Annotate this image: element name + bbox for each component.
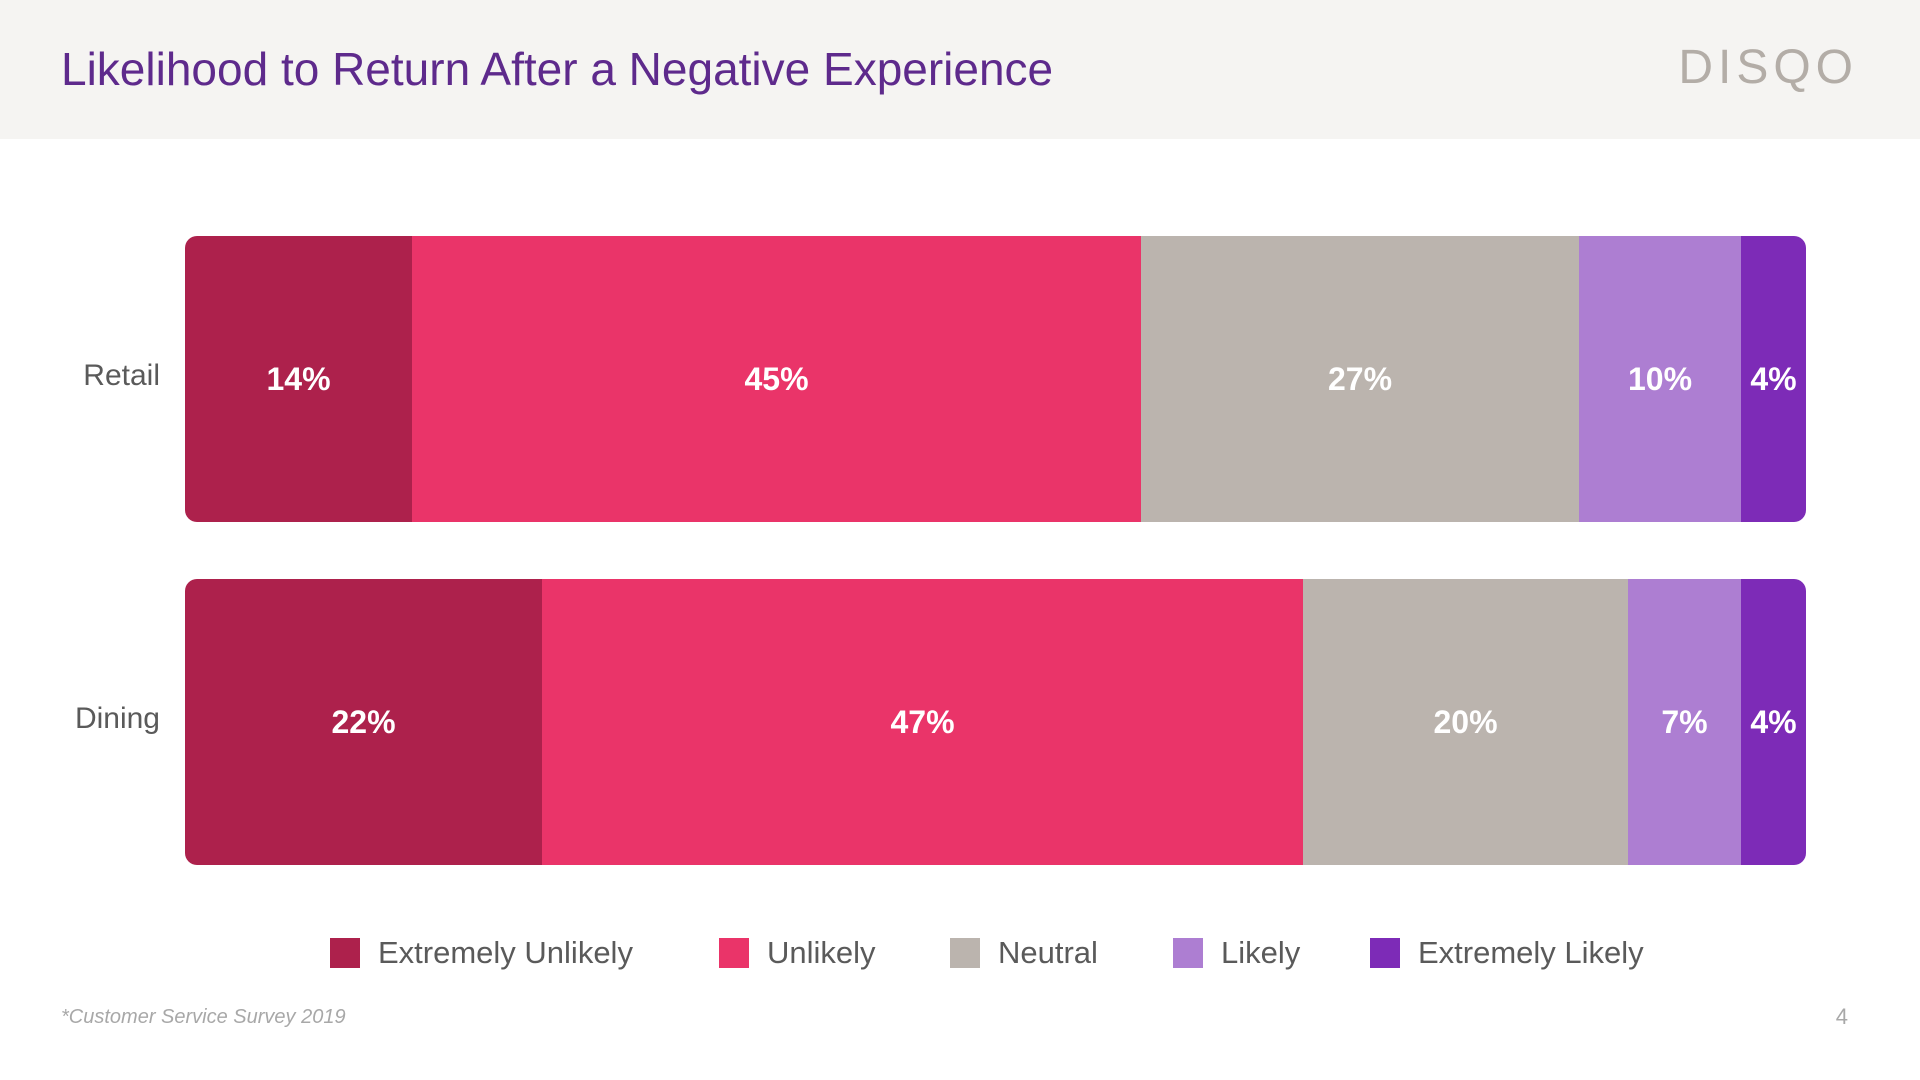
legend-label: Likely xyxy=(1221,935,1301,970)
data-label: 14% xyxy=(266,360,331,397)
bar-row-retail: 14% 45% 27% 10% 4% xyxy=(185,236,1806,522)
legend-item-unlikely: Unlikely xyxy=(719,933,876,973)
bar-segment-retail-extremely-likely: 4% xyxy=(1741,236,1806,522)
bar-segment-dining-neutral: 20% xyxy=(1303,579,1628,865)
data-label: 45% xyxy=(744,360,809,397)
source-footnote: *Customer Service Survey 2019 xyxy=(61,1006,346,1028)
category-label-retail: Retail xyxy=(83,359,160,392)
bar-segment-dining-unlikely: 47% xyxy=(542,579,1303,865)
legend-label: Neutral xyxy=(998,935,1098,970)
bar-segment-retail-extremely-unlikely: 14% xyxy=(185,236,412,522)
legend-label: Extremely Unlikely xyxy=(378,935,633,970)
header-bar: Likelihood to Return After a Negative Ex… xyxy=(0,0,1920,139)
bar-segment-dining-likely: 7% xyxy=(1628,579,1741,865)
legend-swatch xyxy=(1370,938,1400,968)
data-label: 10% xyxy=(1627,360,1693,397)
data-label: 47% xyxy=(890,703,955,740)
page-title: Likelihood to Return After a Negative Ex… xyxy=(61,43,1054,95)
page-number: 4 xyxy=(1835,1004,1848,1029)
data-label: 7% xyxy=(1661,703,1708,740)
legend-label: Extremely Likely xyxy=(1418,935,1644,970)
legend-swatch xyxy=(1173,938,1203,968)
legend-item-extremely-likely: Extremely Likely xyxy=(1370,933,1644,973)
disqo-logo: DISQO xyxy=(1678,41,1858,94)
legend-swatch xyxy=(719,938,749,968)
bar-segment-retail-neutral: 27% xyxy=(1141,236,1579,522)
data-label: 20% xyxy=(1433,703,1498,740)
legend-label: Unlikely xyxy=(767,935,876,970)
chart-legend: Extremely Unlikely Unlikely Neutral Likely E… xyxy=(0,933,1920,973)
bar-segment-dining-extremely-likely: 4% xyxy=(1741,579,1806,865)
legend-item-likely: Likely xyxy=(1173,933,1300,973)
legend-item-neutral: Neutral xyxy=(950,933,1098,973)
legend-swatch xyxy=(330,938,360,968)
data-label: 4% xyxy=(1750,703,1797,740)
legend-swatch xyxy=(950,938,980,968)
category-label-dining: Dining xyxy=(74,702,160,735)
data-label: 22% xyxy=(331,703,396,740)
bar-segment-retail-unlikely: 45% xyxy=(412,236,1141,522)
data-label: 27% xyxy=(1327,360,1393,397)
bar-row-dining: 22% 47% 20% 7% 4% xyxy=(185,579,1806,865)
data-label: 4% xyxy=(1750,360,1797,397)
bar-segment-retail-likely: 10% xyxy=(1579,236,1741,522)
bar-segment-dining-extremely-unlikely: 22% xyxy=(185,579,542,865)
legend-item-extremely-unlikely: Extremely Unlikely xyxy=(330,933,633,973)
